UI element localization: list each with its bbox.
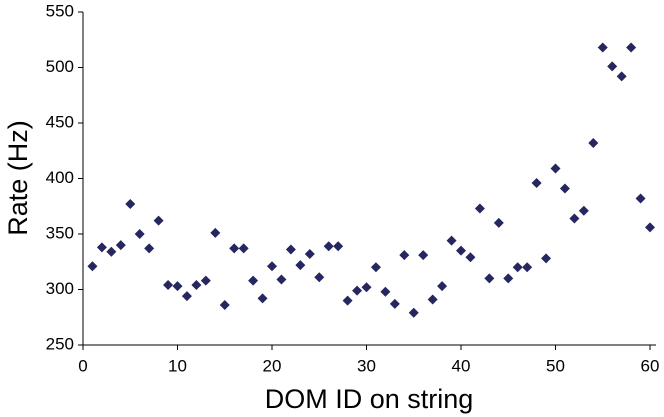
data-point [276, 274, 287, 285]
data-point [191, 280, 202, 291]
data-point [333, 241, 344, 252]
y-axis-title: Rate (Hz) [3, 120, 33, 236]
x-tick-label: 0 [78, 356, 87, 375]
y-tick-label: 550 [46, 1, 74, 20]
x-tick-label: 50 [546, 356, 565, 375]
data-point [314, 272, 325, 283]
data-point [446, 235, 457, 246]
data-point [134, 229, 145, 239]
data-point [569, 213, 580, 224]
data-point [106, 246, 117, 257]
data-point [285, 244, 296, 255]
data-point [399, 250, 410, 261]
data-point [115, 240, 126, 251]
data-point [437, 281, 448, 292]
data-point [295, 260, 306, 271]
data-point [578, 205, 589, 216]
data-point [427, 294, 438, 305]
x-tick-label: 60 [641, 356, 660, 375]
x-axis-title: DOM ID on string [265, 384, 474, 414]
data-point [616, 71, 627, 82]
y-tick-label: 450 [46, 112, 74, 131]
data-point [408, 307, 419, 318]
data-point [238, 243, 249, 254]
data-point [389, 298, 400, 309]
data-point [531, 177, 542, 188]
data-point [181, 291, 192, 302]
data-point [456, 245, 466, 256]
data-point [503, 273, 514, 284]
data-point [153, 215, 164, 226]
data-point [493, 217, 504, 228]
data-point [229, 243, 240, 254]
data-point [267, 261, 277, 272]
data-point [370, 262, 381, 273]
data-point [342, 295, 353, 306]
data-point [172, 281, 183, 292]
data-point [352, 285, 363, 296]
data-point [219, 300, 230, 311]
data-point [541, 253, 552, 264]
data-point [257, 293, 268, 304]
data-point [465, 252, 476, 263]
data-point [210, 227, 221, 238]
data-point [163, 280, 174, 291]
data-point [418, 250, 429, 261]
data-point [361, 282, 372, 293]
data-point [380, 286, 391, 297]
data-point [484, 273, 495, 284]
x-tick-label: 20 [263, 356, 282, 375]
data-point [248, 275, 259, 286]
y-tick-label: 350 [46, 223, 74, 242]
data-point [304, 248, 315, 259]
data-point [522, 262, 533, 273]
y-tick-label: 500 [46, 57, 74, 76]
data-point [200, 275, 211, 286]
data-point [96, 242, 107, 253]
x-tick-label: 40 [452, 356, 471, 375]
y-tick-label: 250 [46, 334, 74, 353]
data-point [512, 262, 523, 273]
data-point [597, 42, 608, 53]
data-point [144, 243, 155, 254]
data-point [125, 199, 136, 210]
data-point [550, 163, 561, 174]
x-tick-label: 10 [168, 356, 187, 375]
data-point [323, 241, 334, 252]
y-tick-label: 300 [46, 279, 74, 298]
data-point [588, 137, 599, 148]
data-point [474, 203, 485, 214]
data-point [87, 261, 98, 272]
data-point [635, 193, 646, 204]
data-point [626, 42, 637, 53]
x-tick-label: 30 [357, 356, 376, 375]
data-point [559, 183, 570, 194]
y-tick-label: 400 [46, 168, 74, 187]
data-point [645, 222, 655, 233]
data-point [607, 61, 618, 72]
